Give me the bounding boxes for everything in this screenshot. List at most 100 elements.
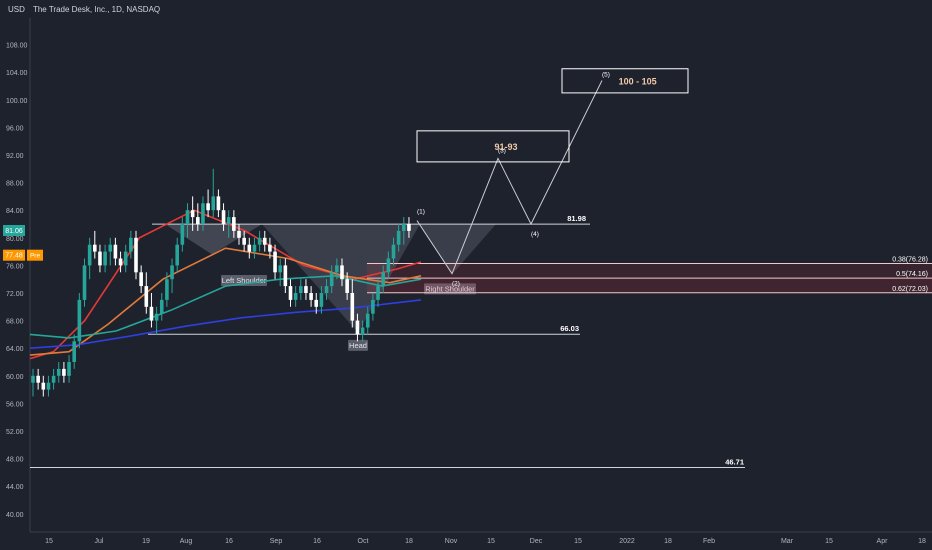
candle-body (165, 279, 169, 300)
candle-body (293, 293, 298, 300)
candle-body (365, 313, 370, 328)
candle-body (123, 251, 128, 266)
currency-label: USD (8, 5, 25, 14)
y-tick-label: 80.00 (6, 236, 24, 243)
candle-body (118, 258, 123, 266)
candle-body (175, 244, 179, 266)
y-tick-label: 92.00 (6, 153, 24, 160)
candle-body (391, 244, 396, 259)
moving-average-line (29, 299, 422, 349)
candle-body (51, 375, 56, 383)
x-tick-label: Apr (877, 538, 889, 545)
wave-label: (2) (452, 281, 460, 288)
candle-body (72, 341, 76, 362)
candle-body (201, 203, 205, 224)
candle-body (355, 320, 360, 335)
y-tick-label: 96.00 (6, 125, 24, 132)
fibonacci-levels: 0.38(76.28) 0.5(74.16) 0.62(72.03) (367, 256, 932, 294)
candle-body (149, 306, 154, 321)
y-tick-label: 56.00 (6, 401, 24, 408)
candle-body (345, 279, 349, 293)
y-tick-label: 72.00 (6, 291, 24, 298)
y-tick-label: 84.00 (6, 208, 24, 215)
candlesticks (31, 168, 411, 397)
left-shoulder-label-bg (221, 275, 267, 287)
candle-body (103, 251, 107, 266)
candle-body (381, 272, 385, 287)
y-tick-label: 44.00 (6, 484, 24, 491)
premarket-tag-badge (27, 249, 43, 261)
candle-body (309, 293, 313, 300)
y-tick-label: 60.00 (6, 374, 24, 381)
candle-body (46, 382, 51, 390)
price-targets: 91-93 100 - 105 (416, 68, 689, 163)
x-tick-label: 16 (225, 538, 233, 545)
y-tick-label: 100.00 (6, 98, 28, 105)
candle-body (304, 286, 308, 293)
candle-body (402, 224, 406, 231)
head-label-bg (348, 339, 368, 351)
candle-body (288, 286, 293, 300)
x-tick-label: 15 (487, 538, 495, 545)
x-tick-label: 15 (574, 538, 582, 545)
candle-body (159, 299, 164, 314)
candle-body (190, 210, 195, 218)
y-tick-label: 40.00 (6, 512, 24, 519)
y-tick-label: 88.00 (6, 181, 24, 188)
candle-body (268, 244, 272, 252)
candle-body (283, 265, 288, 287)
premarket-price-label: 77.48 (5, 253, 23, 260)
candle-body (340, 265, 344, 280)
left-shoulder-label: Left Shoulder (222, 276, 267, 285)
candle-body (319, 293, 324, 307)
candle-body (371, 299, 375, 314)
candle-body (376, 286, 380, 300)
x-tick-label: 15 (825, 538, 833, 545)
target-box (561, 68, 689, 94)
y-tick-label: 64.00 (6, 346, 24, 353)
right-shoulder-label: Right Shoulder (425, 284, 475, 293)
fib-zone-upper (367, 263, 932, 279)
moving-averages (29, 209, 422, 360)
level-label: 81.98 (567, 214, 586, 223)
x-tick-label: Aug (180, 538, 193, 545)
candle-body (113, 244, 118, 259)
x-tick-label: Dec (530, 538, 543, 545)
candle-body (386, 258, 391, 273)
x-tick-label: 18 (918, 538, 926, 545)
last-price-badge (3, 224, 25, 236)
target-label: 100 - 105 (619, 76, 657, 86)
candle-body (98, 251, 102, 266)
candle-body (314, 299, 319, 307)
candle-body (278, 265, 282, 273)
x-tick-label: Mar (781, 538, 794, 545)
candle-body (93, 244, 97, 252)
wave-path (416, 80, 603, 275)
candle-body (170, 265, 174, 280)
symbol-title: The Trade Desk, Inc., 1D, NASDAQ (32, 5, 161, 14)
level-label: 46.71 (725, 458, 744, 467)
moving-average-line (29, 274, 422, 339)
candle-body (407, 224, 411, 231)
candle-body (257, 237, 262, 245)
head-label: Head (349, 341, 367, 350)
candle-body (360, 327, 365, 335)
candle-body (56, 368, 61, 376)
candle-body (247, 244, 252, 252)
premarket-price-badge (3, 249, 25, 261)
y-tick-label: 52.00 (6, 429, 24, 436)
candle-body (108, 244, 113, 252)
wave-label: (5) (602, 71, 610, 78)
x-tick-label: 15 (45, 538, 53, 545)
wave-label: (4) (531, 231, 539, 238)
candle-body (329, 272, 334, 287)
x-tick-label: 18 (405, 538, 413, 545)
candle-body (144, 286, 149, 307)
candle-body (252, 244, 257, 252)
x-tick-label: 2022 (619, 538, 635, 545)
candle-body (134, 237, 138, 273)
candle-body (226, 217, 231, 224)
candle-body (335, 265, 339, 273)
premarket-tag-label: Pre (30, 253, 41, 260)
